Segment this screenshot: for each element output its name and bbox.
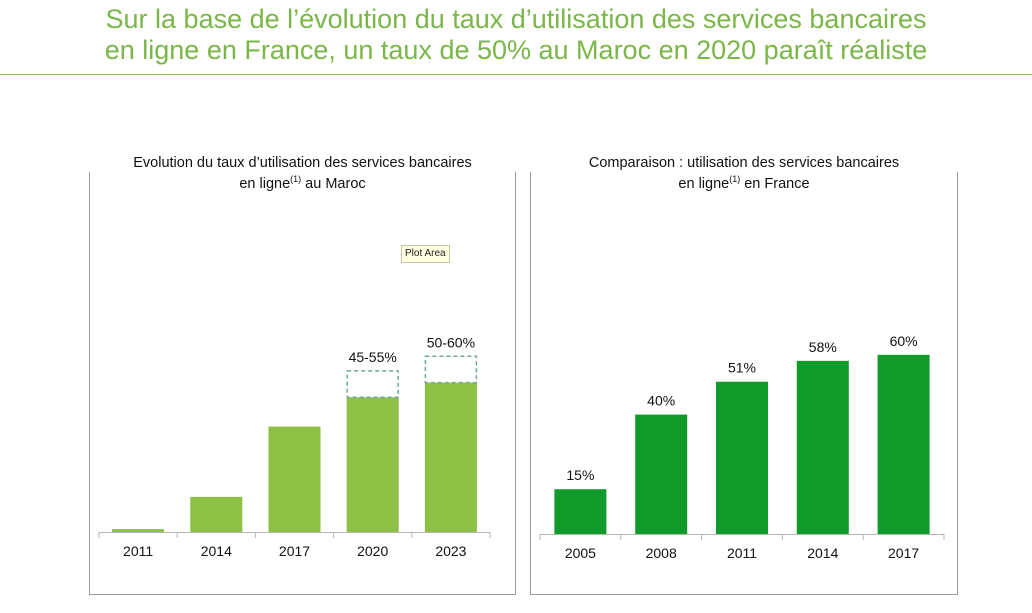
bar-2020 — [346, 397, 399, 532]
x-tick-label-2008: 2008 — [646, 545, 677, 561]
x-tick-label-2011: 2011 — [123, 543, 153, 559]
headline-divider — [0, 74, 1032, 75]
headline-line-1: Sur la base de l’évolution du taux d’uti… — [105, 4, 927, 34]
chart-title-france-line2-pre: en ligne — [678, 176, 730, 192]
x-tick-label-2014: 2014 — [807, 545, 838, 561]
bar-2008 — [635, 414, 688, 534]
headline-line-2: en ligne en France, un taux de 50% au Ma… — [104, 35, 928, 65]
bar-2011 — [716, 381, 768, 534]
x-tick-label-2005: 2005 — [565, 545, 596, 561]
data-label-2005: 15% — [566, 467, 594, 483]
x-tick-label-2014: 2014 — [201, 543, 232, 559]
bar-2017 — [268, 426, 321, 532]
projection-range-2020 — [346, 370, 399, 399]
x-tick-label-2017: 2017 — [888, 545, 919, 561]
chart-title-maroc-line1: Evolution du taux d’utilisation des serv… — [133, 155, 472, 171]
chart-title-france-line2-post: en France — [740, 176, 810, 192]
footnote-marker: (1) — [290, 174, 302, 185]
bar-2014 — [190, 496, 243, 532]
bar-2014 — [796, 360, 849, 534]
bar-chart-maroc: 2011 2014 2017 45-55% 2020 50-60% 2023 — [98, 334, 491, 559]
chart-title-maroc-line2-post: au Maroc — [301, 176, 366, 192]
chart-title-maroc: Evolution du taux d’utilisation des serv… — [90, 153, 515, 197]
chart-panel-france: Comparaison : utilisation des services b… — [530, 153, 958, 595]
bar-2005 — [554, 489, 607, 534]
chart-title-france: Comparaison : utilisation des services b… — [531, 153, 957, 197]
x-tick-label-2017: 2017 — [279, 543, 310, 559]
data-label-2014: 58% — [809, 339, 837, 355]
x-tick-label-2011: 2011 — [727, 545, 757, 561]
data-label-2011: 51% — [728, 360, 756, 376]
footnote-marker: (1) — [729, 174, 741, 185]
projection-range-2023 — [424, 355, 478, 384]
data-label-2008: 40% — [647, 393, 675, 409]
data-label-2023: 50-60% — [427, 334, 475, 350]
headline: Sur la base de l’évolution du taux d’uti… — [0, 4, 1032, 66]
bar-chart-france: 15% 2005 40% 2008 51% 2011 58% 2014 60% 2017 — [539, 333, 945, 561]
bar-2017 — [877, 354, 930, 534]
chart-panel-maroc: Evolution du taux d’utilisation des serv… — [89, 153, 516, 595]
bar-2023 — [424, 382, 477, 532]
data-label-2017: 60% — [890, 333, 918, 349]
x-tick-label-2023: 2023 — [435, 543, 466, 559]
chart-title-maroc-line2-pre: en ligne — [239, 176, 291, 192]
plot-area-tooltip: Plot Area — [401, 245, 450, 263]
chart-title-france-line1: Comparaison : utilisation des services b… — [588, 155, 900, 171]
data-label-2020: 45-55% — [349, 349, 397, 365]
bar-2011 — [112, 529, 165, 532]
x-tick-label-2020: 2020 — [357, 543, 388, 559]
